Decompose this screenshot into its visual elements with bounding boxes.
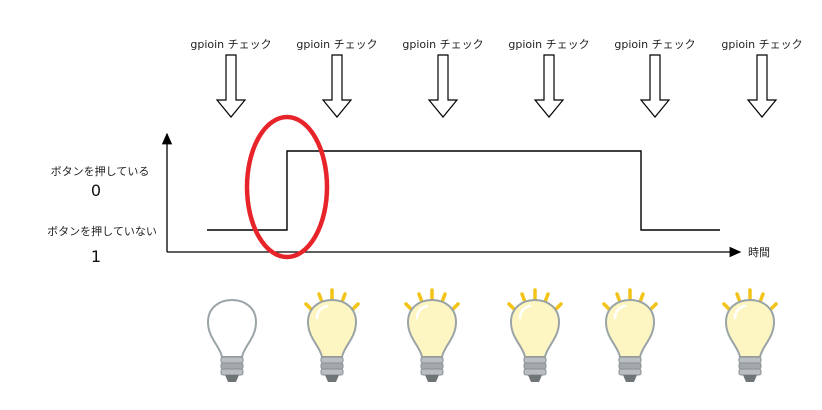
light-ray	[440, 292, 447, 304]
bulb-glass	[509, 298, 561, 358]
gpio-check-label: gpioin チェック	[190, 38, 271, 51]
y-label-released: ボタンを押していない	[47, 224, 157, 238]
bulb-shine	[518, 304, 532, 320]
gpio-check-4: gpioin チェック	[508, 38, 590, 118]
gpio-check-label: gpioin チェック	[508, 38, 589, 51]
bulb-base-tip	[225, 375, 239, 382]
bulb-shine	[215, 304, 229, 320]
bulb-base-ring	[523, 362, 547, 370]
gpio-check-1: gpioin チェック	[190, 38, 272, 118]
bulb-row	[206, 288, 778, 382]
lightbulb-on-icon	[507, 288, 563, 382]
bulb-shine	[613, 304, 627, 320]
bulb-glass	[604, 298, 656, 358]
bulb-glass	[724, 298, 776, 358]
bulb-base-ring	[618, 356, 642, 364]
bulb-base-ring	[220, 368, 244, 376]
bulb-base-tip	[623, 375, 637, 382]
y-value-pressed: 0	[91, 181, 101, 200]
bulb-shine	[415, 304, 429, 320]
bulb-base-ring	[523, 368, 547, 376]
bulb-base-ring	[320, 356, 344, 364]
bulb-base-ring	[738, 362, 762, 370]
bulb-glass	[406, 298, 458, 358]
gpio-check-5: gpioin チェック	[614, 38, 696, 118]
bulb-base-ring	[320, 362, 344, 370]
bulb-base-tip	[743, 375, 757, 382]
bulb-base-ring	[420, 368, 444, 376]
bulb-shine	[315, 304, 329, 320]
down-arrow-icon	[215, 54, 247, 118]
bulb-base-tip	[325, 375, 339, 382]
light-ray	[735, 292, 742, 304]
light-ray	[417, 292, 424, 304]
bulb-base-ring	[523, 356, 547, 364]
light-ray	[638, 292, 645, 304]
bulb-base-ring	[420, 362, 444, 370]
gpio-check-6: gpioin チェック	[721, 38, 803, 118]
button-signal-waveform	[207, 150, 720, 231]
light-ray	[758, 292, 765, 304]
axes	[161, 132, 742, 258]
bulb-base-tip	[425, 375, 439, 382]
lightbulb-on-icon	[602, 288, 658, 382]
bulb-base-ring	[220, 356, 244, 364]
lightbulb-off-icon	[206, 298, 258, 382]
light-ray	[543, 292, 550, 304]
y-label-pressed: ボタンを押している	[51, 164, 150, 178]
gpio-check-label: gpioin チェック	[402, 38, 483, 51]
bulb-base-ring	[220, 362, 244, 370]
x-axis-label: 時間	[748, 246, 770, 259]
y-value-released: 1	[91, 247, 101, 266]
bulb-base-ring	[420, 356, 444, 364]
rising-edge-highlight	[244, 114, 330, 260]
bulb-base-ring	[738, 368, 762, 376]
bulb-base-ring	[738, 356, 762, 364]
down-arrow-icon	[639, 54, 671, 118]
gpio-check-markers: gpioin チェック gpioin チェック gpioin チェック gpioin …	[190, 38, 803, 118]
bulb-base-ring	[320, 368, 344, 376]
light-ray	[520, 292, 527, 304]
light-ray	[317, 292, 324, 304]
bulb-base-tip	[528, 375, 542, 382]
bulb-base-ring	[618, 368, 642, 376]
down-arrow-icon	[533, 54, 565, 118]
gpio-check-2: gpioin チェック	[296, 38, 378, 118]
bulb-base-ring	[618, 362, 642, 370]
gpio-check-label: gpioin チェック	[721, 38, 802, 51]
down-arrow-icon	[427, 54, 459, 118]
light-ray	[340, 292, 347, 304]
bulb-glass	[206, 298, 258, 358]
bulb-glass	[306, 298, 358, 358]
gpio-check-label: gpioin チェック	[296, 38, 377, 51]
light-ray	[615, 292, 622, 304]
down-arrow-icon	[746, 54, 778, 118]
gpio-check-3: gpioin チェック	[402, 38, 484, 118]
bulb-shine	[733, 304, 747, 320]
lightbulb-on-icon	[404, 288, 460, 382]
gpio-check-label: gpioin チェック	[614, 38, 695, 51]
lightbulb-on-icon	[722, 288, 778, 382]
down-arrow-icon	[321, 54, 353, 118]
lightbulb-on-icon	[304, 288, 360, 382]
